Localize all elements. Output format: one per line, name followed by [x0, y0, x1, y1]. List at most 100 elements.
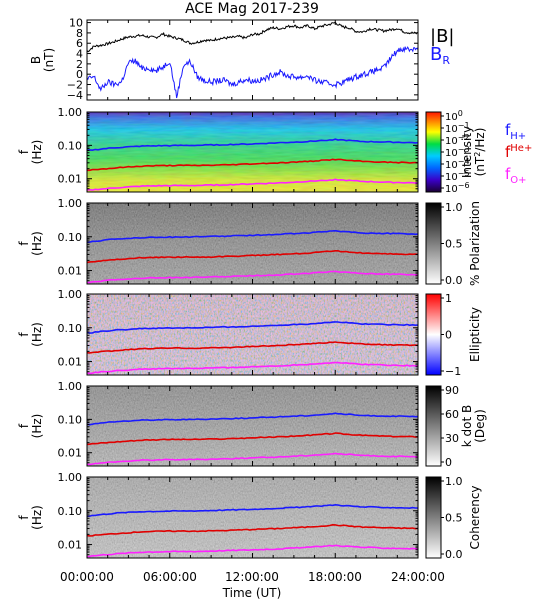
y-label-unit: (Hz) — [30, 140, 44, 165]
panel-frame — [86, 19, 419, 101]
gyrofrequency-line-f-h — [86, 412, 418, 426]
gyrofrequency-line-f-h — [86, 138, 419, 152]
y-tick-label: 0.10 — [58, 139, 83, 152]
colorbar-tick-label: −1 — [445, 365, 461, 378]
colorbar — [425, 476, 442, 559]
y-axis-label: f (Hz) — [17, 505, 44, 530]
gyrofrequency-line-f-o — [86, 544, 419, 558]
colorbar-title: Coherency — [468, 485, 482, 549]
y-tick-label: 4 — [76, 48, 83, 61]
y-label-unit: (Hz) — [30, 231, 44, 256]
colorbar-tick-label: 0.0 — [445, 548, 463, 561]
spectrogram-texture — [87, 112, 418, 192]
colorbar-tick-label: 1 — [445, 292, 452, 305]
y-tick-label: 0.10 — [58, 413, 83, 426]
gyrofrequency-line-f-he — [87, 158, 419, 172]
colorbar-label: Ellipticity — [468, 307, 482, 362]
colorbar-tick-label: 0.5 — [445, 238, 463, 251]
spectrogram-texture — [87, 203, 418, 284]
y-axis-label: f (Hz) — [17, 414, 44, 439]
legend-b-total: |B| — [430, 26, 454, 47]
colorbar-tick-label: 10−1 — [445, 121, 470, 135]
colorbar-tick-label: 10−6 — [445, 181, 470, 195]
colorbar-unit: (Deg) — [473, 409, 487, 443]
spectrogram-texture — [87, 386, 418, 466]
gyrofrequency-line-f-he — [86, 523, 419, 537]
x-tick-label: 00:00:00 — [60, 570, 114, 584]
y-label-unit: (Hz) — [30, 322, 44, 347]
gyrofrequency-line-f-h — [86, 229, 419, 243]
colorbar-label: Coherency — [468, 485, 482, 549]
colorbar-tick-label: 60 — [445, 408, 459, 421]
y-tick-label: 1.00 — [58, 106, 83, 119]
y-tick-label: 0.01 — [58, 539, 83, 552]
y-tick-label: 0.10 — [58, 505, 83, 518]
gyrofrequency-line-f-he — [86, 432, 419, 446]
y-tick-label: 0 — [76, 68, 83, 81]
coherency-panel: 1.00 0.10 0.01 f (Hz) 1.0 0.5 0.0 Coherency — [17, 471, 482, 561]
y-axis-label: f (Hz) — [17, 140, 44, 165]
y-label-quantity: f — [17, 423, 31, 428]
gyrofrequency-line-f-o — [86, 270, 419, 284]
colorbar-tick-label: 100 — [445, 109, 463, 123]
y-label-quantity: f — [17, 332, 31, 337]
y-label-quantity: f — [17, 515, 31, 520]
colorbar-tick-label: 30 — [445, 432, 459, 445]
x-tick-label: 18:00:00 — [308, 570, 362, 584]
series-line-b-r — [86, 46, 419, 99]
colorbar-tick-label: 0 — [445, 456, 452, 469]
x-tick-label: 12:00:00 — [225, 570, 279, 584]
legend-b-r: BR — [430, 44, 450, 67]
colorbar-tick-label: 0 — [445, 329, 452, 342]
colorbar-tick-label: 1.0 — [445, 201, 463, 214]
ellipticity-panel: 1.00 0.10 0.01 f (Hz) 1 0 −1 Ellipticity — [17, 288, 482, 378]
colorbar-label: Intensity (nT2/Hz) — [460, 126, 487, 178]
y-label-unit: (nT) — [42, 48, 56, 72]
y-tick-label: 2 — [76, 58, 83, 71]
series-line-b-total — [86, 21, 419, 53]
legend-gyrofrequency-2: fO+ — [505, 165, 527, 186]
legend-gyrofrequency-0: fH+ — [505, 121, 526, 142]
gyrofrequency-line-f-he — [86, 341, 419, 354]
figure-title: ACE Mag 2017-239 — [185, 1, 319, 17]
polarization-panel: 1.00 0.10 0.01 f (Hz) 1.0 0.5 0.0 % Polarization — [17, 197, 482, 287]
colorbar-tick-label: 0.0 — [445, 274, 463, 287]
y-label-quantity: f — [17, 241, 31, 246]
y-tick-label: 1.00 — [58, 471, 83, 484]
y-label-quantity: B — [29, 56, 43, 64]
colorbar-title: % Polarization — [468, 201, 482, 286]
gyrofrequency-line-f-h — [86, 503, 419, 517]
spectrogram-texture — [87, 477, 418, 558]
y-tick-label: 10 — [69, 17, 83, 30]
y-tick-label: −2 — [67, 79, 83, 92]
spectrogram-texture — [87, 294, 418, 375]
y-axis-label: f (Hz) — [17, 231, 44, 256]
y-tick-label: 0.01 — [58, 356, 83, 369]
colorbar-tick-label: 10−3 — [445, 145, 470, 159]
colorbar — [425, 293, 442, 376]
colorbar-tick-label: 1.0 — [445, 475, 463, 488]
y-label-unit: (Hz) — [30, 505, 44, 530]
colorbar-title: Ellipticity — [468, 307, 482, 362]
colorbar-tick-label: 0.5 — [445, 512, 463, 525]
colorbar-title: Intensity — [460, 126, 474, 178]
colorbar-tick-label: 10−4 — [445, 157, 470, 171]
wave-normal-angle-panel: 1.00 0.10 0.01 f (Hz) 90 60 30 0 k dot B (Deg) — [17, 380, 487, 469]
colorbar-unit: (nT2/Hz) — [473, 128, 487, 177]
y-tick-label: 8 — [76, 27, 83, 40]
intensity-panel: 1.00 0.10 0.01 f (Hz) 10010−110−210−310−410−5… — [17, 106, 532, 195]
y-label-unit: (Hz) — [30, 414, 44, 439]
y-tick-label: 0.10 — [58, 231, 83, 244]
x-axis-label: Time (UT) — [222, 586, 282, 600]
y-axis-label: B (nT) — [29, 48, 56, 72]
gyrofrequency-line-f-h — [86, 321, 419, 334]
colorbar-tick-label: 90 — [445, 384, 459, 397]
y-tick-label: 0.10 — [58, 322, 83, 335]
colorbar-tick-label: 10−2 — [445, 133, 470, 147]
colorbar — [425, 202, 442, 285]
gyrofrequency-line-f-o — [86, 452, 419, 466]
y-tick-label: −4 — [67, 89, 83, 102]
colorbar-label: % Polarization — [468, 201, 482, 286]
